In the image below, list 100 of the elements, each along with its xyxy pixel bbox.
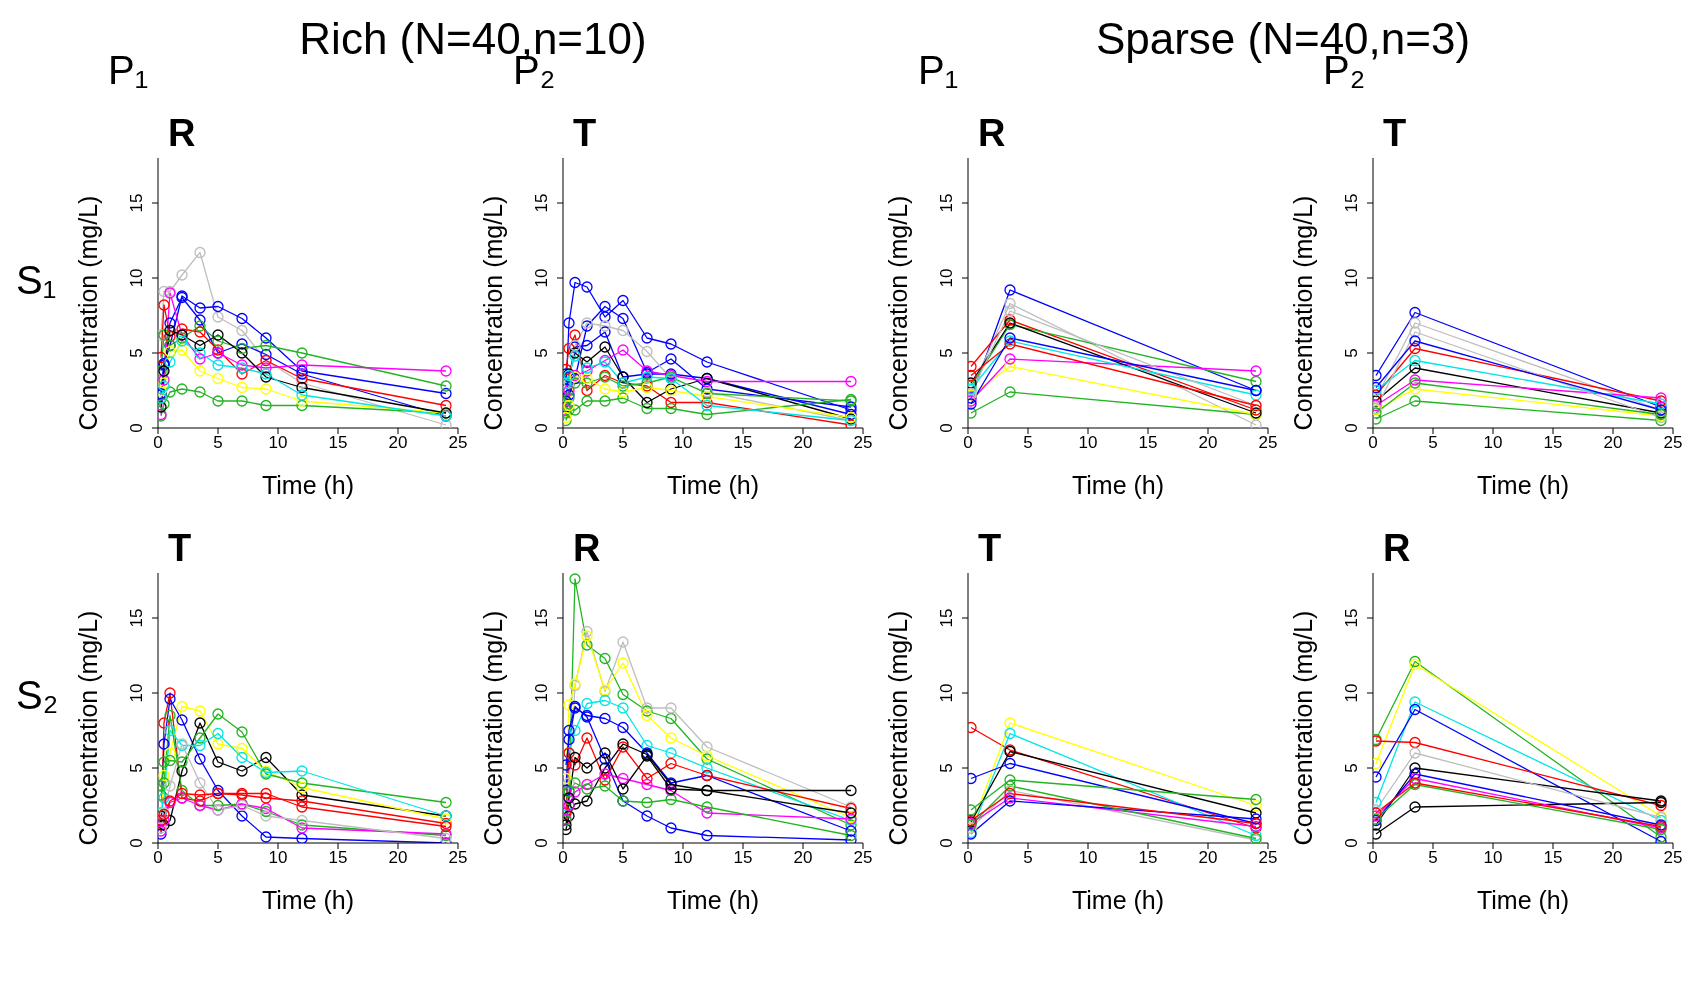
y-axis-title: Concentration (mg/L) — [478, 610, 507, 846]
x-tick-label: 5 — [1023, 433, 1033, 453]
y-axis-title: Concentration (mg/L) — [883, 195, 912, 431]
x-tick-label: 5 — [1023, 848, 1033, 868]
y-tick-label: 0 — [127, 423, 146, 433]
x-tick-label: 25 — [448, 848, 468, 868]
y-tick-label: 15 — [1342, 608, 1361, 628]
y-axis-title: Concentration (mg/L) — [478, 195, 507, 431]
x-axis-title: Time (h) — [261, 886, 355, 914]
y-axis-title: Concentration (mg/L) — [1288, 195, 1317, 431]
y-tick-label: 10 — [937, 268, 956, 288]
x-tick-label: 25 — [1258, 433, 1278, 453]
x-tick-label: 25 — [1663, 433, 1683, 453]
x-tick-label: 25 — [448, 433, 468, 453]
x-tick-label: 25 — [1258, 848, 1278, 868]
x-tick-label: 20 — [388, 848, 408, 868]
text: P₁ — [918, 48, 959, 93]
x-tick-label: 10 — [1483, 848, 1503, 868]
y-axis-title: Concentration (mg/L) — [883, 610, 912, 846]
y-tick-label: 10 — [532, 268, 551, 288]
text: S₁ — [16, 258, 57, 303]
y-tick-label: 5 — [1342, 763, 1361, 773]
x-tick-label: 20 — [1603, 848, 1623, 868]
x-tick-label: 20 — [1603, 433, 1623, 453]
x-axis-title: Time (h) — [1476, 886, 1570, 914]
x-tick-label: 10 — [268, 433, 288, 453]
x-tick-label: 15 — [328, 848, 348, 868]
x-tick-label: 10 — [268, 848, 288, 868]
x-tick-label: 5 — [1428, 848, 1438, 868]
y-tick-label: 5 — [532, 763, 551, 773]
chart-title: R — [168, 112, 196, 155]
y-tick-label: 15 — [937, 193, 956, 213]
x-axis-title: Time (h) — [666, 471, 760, 499]
y-tick-label: 5 — [1342, 348, 1361, 358]
x-tick-label: 5 — [1428, 433, 1438, 453]
x-tick-label: 15 — [1543, 848, 1563, 868]
y-tick-label: 15 — [1342, 193, 1361, 213]
y-tick-label: 0 — [937, 838, 956, 848]
y-tick-label: 0 — [937, 423, 956, 433]
y-tick-label: 5 — [532, 348, 551, 358]
x-tick-label: 15 — [1543, 433, 1563, 453]
x-tick-label: 0 — [1368, 433, 1378, 453]
x-tick-label: 25 — [853, 433, 873, 453]
chart-title: T — [1383, 112, 1407, 155]
x-tick-label: 5 — [213, 433, 223, 453]
y-tick-label: 15 — [127, 608, 146, 628]
y-tick-label: 5 — [937, 763, 956, 773]
y-tick-label: 0 — [1342, 423, 1361, 433]
x-tick-label: 10 — [673, 848, 693, 868]
x-tick-label: 10 — [1483, 433, 1503, 453]
y-tick-label: 10 — [127, 268, 146, 288]
chart-title: R — [1383, 527, 1411, 570]
x-tick-label: 25 — [853, 848, 873, 868]
y-tick-label: 5 — [127, 348, 146, 358]
x-tick-label: 20 — [793, 433, 813, 453]
x-axis-title: Time (h) — [666, 886, 760, 914]
x-tick-label: 0 — [153, 848, 163, 868]
x-tick-label: 15 — [733, 848, 753, 868]
chart-title: T — [978, 527, 1002, 570]
y-tick-label: 10 — [1342, 683, 1361, 703]
x-tick-label: 15 — [1138, 848, 1158, 868]
y-tick-label: 0 — [532, 838, 551, 848]
x-tick-label: 0 — [153, 433, 163, 453]
x-axis-title: Time (h) — [1476, 471, 1570, 499]
text: S₂ — [16, 673, 59, 718]
y-tick-label: 15 — [127, 193, 146, 213]
y-tick-label: 10 — [937, 683, 956, 703]
x-tick-label: 0 — [558, 848, 568, 868]
x-tick-label: 20 — [388, 433, 408, 453]
x-tick-label: 5 — [618, 433, 628, 453]
x-tick-label: 0 — [1368, 848, 1378, 868]
y-tick-label: 15 — [532, 608, 551, 628]
y-tick-label: 15 — [532, 193, 551, 213]
x-tick-label: 10 — [1078, 848, 1098, 868]
x-tick-label: 20 — [1198, 848, 1218, 868]
y-tick-label: 5 — [937, 348, 956, 358]
x-tick-label: 20 — [793, 848, 813, 868]
x-tick-label: 20 — [1198, 433, 1218, 453]
y-tick-label: 0 — [1342, 838, 1361, 848]
x-tick-label: 0 — [558, 433, 568, 453]
text: P₁ — [108, 48, 149, 93]
chart-title: T — [573, 112, 597, 155]
x-tick-label: 15 — [1138, 433, 1158, 453]
x-tick-label: 0 — [963, 848, 973, 868]
y-tick-label: 0 — [127, 838, 146, 848]
x-tick-label: 0 — [963, 433, 973, 453]
x-tick-label: 5 — [618, 848, 628, 868]
chart-title: T — [168, 527, 192, 570]
x-tick-label: 15 — [733, 433, 753, 453]
y-axis-title: Concentration (mg/L) — [73, 610, 102, 846]
x-tick-label: 5 — [213, 848, 223, 868]
y-axis-title: Concentration (mg/L) — [73, 195, 102, 431]
y-tick-label: 15 — [937, 608, 956, 628]
x-tick-label: 10 — [673, 433, 693, 453]
chart-title: R — [978, 112, 1006, 155]
y-tick-label: 10 — [1342, 268, 1361, 288]
x-tick-label: 15 — [328, 433, 348, 453]
y-axis-title: Concentration (mg/L) — [1288, 610, 1317, 846]
x-axis-title: Time (h) — [261, 471, 355, 499]
x-axis-title: Time (h) — [1071, 886, 1165, 914]
